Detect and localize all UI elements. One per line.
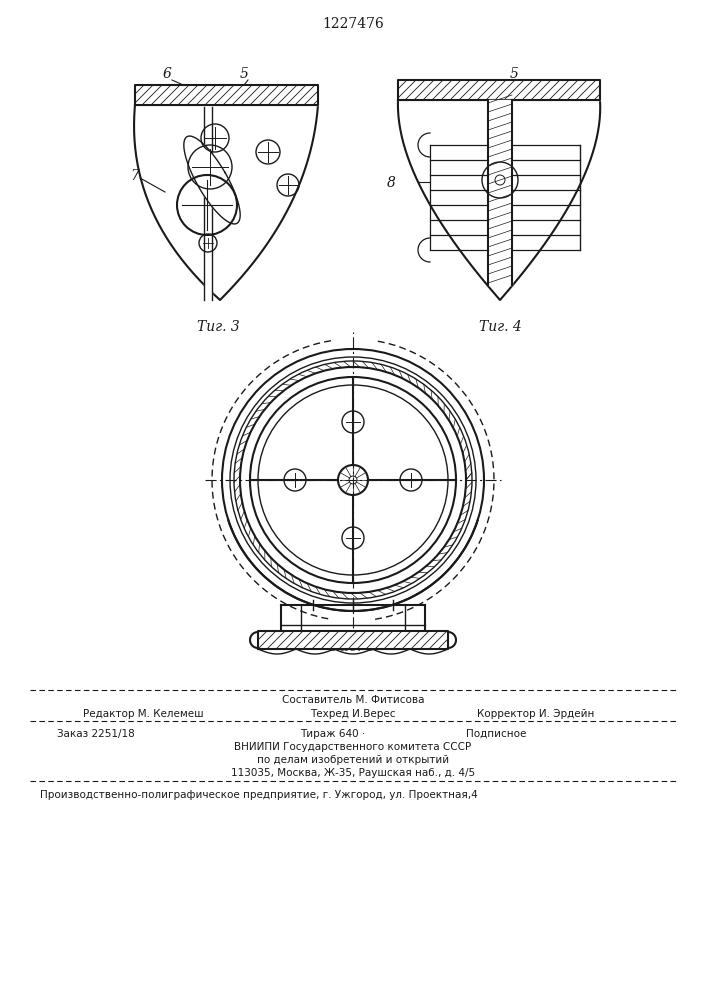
Text: Редактор М. Келемеш: Редактор М. Келемеш [83,709,204,719]
Text: 8: 8 [387,176,396,190]
Polygon shape [488,100,512,285]
Text: Τиг. 4: Τиг. 4 [479,320,521,334]
Text: Подписное: Подписное [466,729,527,739]
Text: 6: 6 [163,67,172,81]
Text: Τиг. 3: Τиг. 3 [197,320,240,334]
Text: 113035, Москва, Ж-35, Раушская наб., д. 4/5: 113035, Москва, Ж-35, Раушская наб., д. … [231,768,475,778]
Polygon shape [258,631,448,649]
Text: 7: 7 [130,169,139,183]
Text: Производственно-полиграфическое предприятие, г. Ужгород, ул. Проектная,4: Производственно-полиграфическое предприя… [40,790,478,800]
Text: по делам изобретений и открытий: по делам изобретений и открытий [257,755,449,765]
Text: Тираж 640 ·: Тираж 640 · [300,729,366,739]
Text: ВНИИПИ Государственного комитета СССР: ВНИИПИ Государственного комитета СССР [235,742,472,752]
Text: 5: 5 [240,67,249,81]
Polygon shape [134,105,318,300]
Text: Заказ 2251/18: Заказ 2251/18 [57,729,135,739]
Text: Τиг. 5: Τиг. 5 [329,640,377,654]
Polygon shape [398,80,600,100]
Polygon shape [204,107,212,300]
Text: Корректор И. Эрдейн: Корректор И. Эрдейн [477,709,595,719]
Text: Составитель М. Фитисова: Составитель М. Фитисова [282,695,424,705]
Text: Техред И.Верес: Техред И.Верес [310,709,395,719]
Text: 1227476: 1227476 [322,17,384,31]
Text: 5: 5 [510,67,519,81]
Polygon shape [184,136,240,224]
Polygon shape [135,85,318,105]
Polygon shape [398,100,600,300]
